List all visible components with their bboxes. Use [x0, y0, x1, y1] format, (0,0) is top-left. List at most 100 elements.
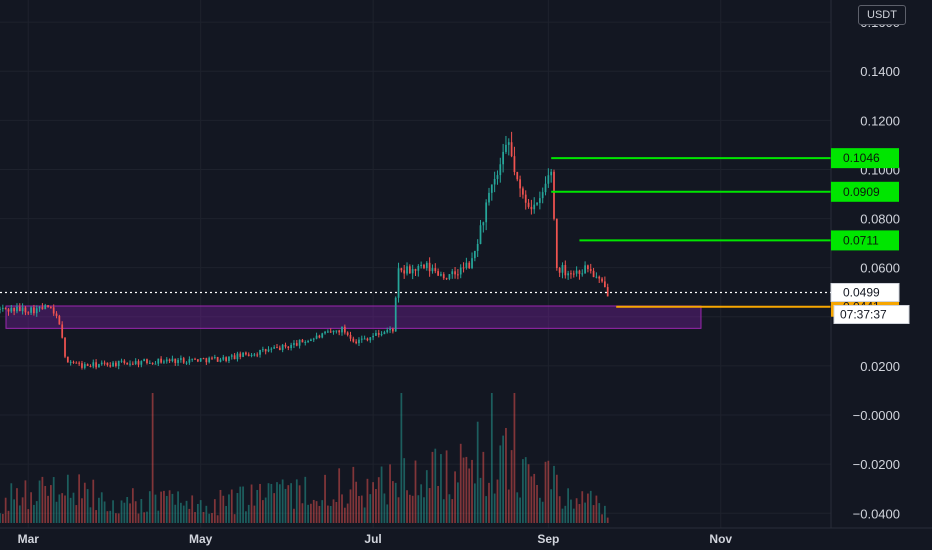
candle-up: [575, 270, 578, 274]
volume-bar: [406, 490, 408, 523]
volume-bar: [510, 450, 513, 523]
candle-down: [276, 347, 278, 349]
candle-down: [24, 307, 27, 313]
volume-bar: [527, 464, 530, 523]
candle-down: [151, 362, 154, 364]
volume-bar: [301, 503, 304, 523]
candle-up: [459, 267, 462, 275]
volume-bar: [112, 500, 114, 523]
volume-bar: [327, 505, 329, 523]
currency-badge[interactable]: USDT: [858, 5, 906, 25]
candle-down: [522, 188, 524, 195]
level-tag-label: 0.0909: [843, 185, 880, 199]
candle-up: [208, 357, 211, 363]
volume-bar: [295, 479, 298, 523]
volume-bar: [366, 478, 369, 523]
volume-bar: [561, 508, 564, 523]
candle-up: [544, 183, 547, 193]
horizontal-levels[interactable]: [0, 157, 831, 308]
candle-down: [513, 156, 516, 173]
volume-bar: [199, 500, 202, 523]
candle-down: [106, 362, 109, 366]
candle-up: [185, 362, 188, 364]
candle-down: [287, 346, 290, 349]
candle-down: [437, 271, 439, 276]
volume-bar: [236, 493, 239, 523]
volume-bar: [420, 484, 423, 523]
candle-up: [499, 164, 502, 176]
volume-bar: [126, 496, 129, 523]
volume-bar: [160, 491, 162, 523]
candle-down: [598, 276, 601, 279]
candle-down: [329, 331, 332, 333]
volume-bar: [109, 510, 112, 523]
volume-bar: [256, 489, 259, 523]
level-tag-bg: [831, 230, 899, 251]
volume-bar: [360, 495, 363, 523]
candle-up: [134, 361, 137, 365]
volume-bar: [462, 457, 465, 523]
volume-bar: [425, 470, 428, 523]
candle-up: [488, 192, 490, 203]
candle-down: [109, 365, 112, 367]
candle-up: [307, 340, 309, 343]
volume-bar: [253, 505, 256, 523]
candle-down: [55, 313, 58, 316]
candle-up: [171, 358, 174, 362]
candle-down: [247, 354, 250, 356]
candle-down: [72, 361, 75, 363]
y-tick-label: 0.1400: [860, 64, 900, 79]
candle-down: [530, 206, 533, 210]
candle-up: [420, 264, 423, 267]
candle-up: [230, 355, 233, 357]
volume-bar: [16, 488, 18, 523]
candle-up: [397, 268, 400, 298]
candle-down: [50, 307, 52, 309]
candle-down: [123, 360, 126, 363]
volume-bar: [312, 499, 315, 523]
candle-up: [550, 171, 553, 176]
y-tick-label: 0.1200: [860, 113, 900, 128]
candle-up: [335, 330, 338, 332]
candle-down: [295, 343, 298, 346]
volume-bar: [98, 497, 100, 523]
price-axis[interactable]: −0.0400 −0.0200 −0.0000 0.0200 0.0600 0.0800 0…: [853, 15, 900, 521]
volume-bar: [298, 485, 301, 523]
volume-bar: [335, 502, 338, 523]
volume-bar: [180, 502, 182, 523]
candle-up: [479, 225, 482, 244]
candle-up: [389, 328, 391, 331]
volume-bar: [448, 494, 451, 523]
candle-up: [451, 271, 454, 275]
last-price-tag-label: 0.0499: [843, 285, 880, 299]
time-axis[interactable]: Mar May Jul Sep Nov: [18, 532, 733, 546]
candle-up: [83, 364, 86, 368]
candle-up: [505, 144, 507, 152]
volume-bar: [78, 474, 81, 523]
candle-up: [250, 354, 253, 356]
candle-down: [160, 358, 162, 363]
volume-bar: [194, 512, 196, 523]
volume-bar: [146, 511, 148, 523]
volume-bar: [553, 465, 555, 523]
candle-down: [423, 264, 425, 269]
y-tick-label: 0.0600: [860, 261, 900, 276]
volume-bar: [592, 505, 595, 523]
volume-bar: [225, 505, 227, 523]
candle-down: [589, 269, 592, 271]
volume-bar: [140, 499, 143, 523]
candle-up: [324, 331, 326, 334]
volume-bar: [547, 460, 550, 523]
volume-bar: [513, 393, 516, 523]
candle-up: [502, 151, 504, 165]
candle-up: [541, 192, 544, 199]
candle-up: [259, 349, 261, 355]
volume-bar: [0, 513, 1, 523]
volume-bar: [522, 459, 524, 523]
volume-bar: [445, 450, 448, 523]
volume-bar: [587, 493, 589, 523]
volume-bar: [502, 435, 504, 523]
x-tick-label: Mar: [18, 532, 40, 546]
candle-up: [298, 339, 301, 346]
